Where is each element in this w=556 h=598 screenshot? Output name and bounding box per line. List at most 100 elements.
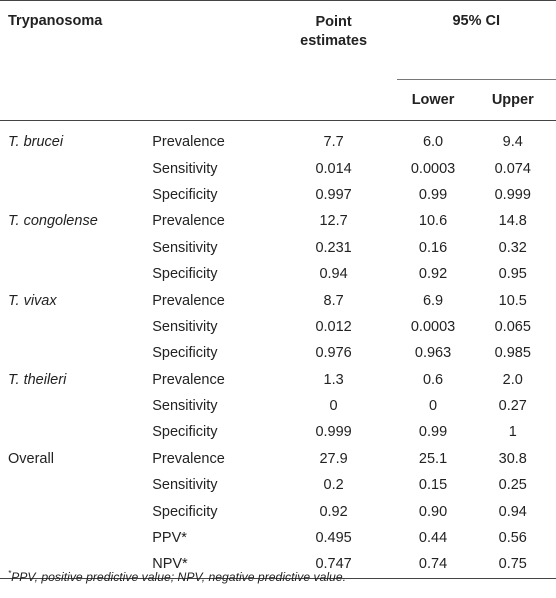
cell-measure: Sensitivity	[152, 239, 218, 256]
cell-point-estimate: 0.94	[319, 266, 348, 283]
cell-upper: 0.94	[498, 503, 527, 520]
cell-trypanosoma	[0, 498, 152, 524]
cell-lower: 0.0003	[410, 160, 456, 177]
cell-lower: 25.1	[418, 450, 448, 467]
cell-measure: Sensitivity	[152, 318, 218, 335]
cell-trypanosoma	[0, 235, 152, 261]
cell-lower: 10.6	[418, 213, 448, 230]
table-row: Sensitivity 0.014 0.0003 0.074	[0, 155, 556, 181]
cell-lower: 0.74	[418, 556, 448, 573]
cell-point-estimate: 0.92	[319, 503, 348, 520]
cell-upper: 0.985	[494, 345, 531, 362]
table-row: Sensitivity 0.012 0.0003 0.065	[0, 314, 556, 340]
cell-upper: 0.074	[494, 160, 531, 177]
table-row: Specificity 0.999 0.99 1	[0, 419, 556, 445]
table-body: T. brucei Prevalence 7.7 6.0 9.4 Sensitivity 0…	[0, 121, 556, 579]
cell-trypanosoma: T. theileri	[8, 371, 67, 388]
cell-point-estimate: 0.231	[315, 239, 352, 256]
cell-trypanosoma: T. congolense	[8, 213, 98, 230]
cell-trypanosoma	[0, 525, 152, 551]
cell-point-estimate: 7.7	[323, 134, 344, 151]
cell-measure: Sensitivity	[152, 160, 218, 177]
table-row: Sensitivity 0 0 0.27	[0, 393, 556, 419]
cell-point-estimate: 0.976	[315, 345, 352, 362]
header-point-line1: Point	[315, 14, 352, 30]
cell-lower: 0.44	[418, 530, 448, 547]
table-row: T. theileri Prevalence 1.3 0.6 2.0	[0, 367, 556, 393]
cell-trypanosoma	[0, 314, 152, 340]
cell-lower: 6.9	[422, 292, 444, 309]
table-row: Specificity 0.92 0.90 0.94	[0, 498, 556, 524]
footnote: *PPV, positive predictive value; NPV, ne…	[8, 569, 346, 584]
cell-trypanosoma: Overall	[8, 450, 54, 467]
cell-upper: 0.065	[494, 318, 531, 335]
cell-upper: 0.25	[498, 477, 527, 494]
table-row: T. congolense Prevalence 12.7 10.6 14.8	[0, 208, 556, 234]
cell-measure: Specificity	[152, 186, 218, 203]
cell-measure: Specificity	[152, 503, 218, 520]
table-row: T. brucei Prevalence 7.7 6.0 9.4	[0, 121, 556, 156]
cell-upper: 30.8	[498, 450, 527, 467]
cell-upper: 0.27	[498, 398, 527, 415]
cell-measure: Specificity	[152, 424, 218, 441]
cell-upper: 14.8	[498, 213, 527, 230]
cell-measure: Sensitivity	[152, 398, 218, 415]
cell-trypanosoma	[0, 182, 152, 208]
cell-measure: Specificity	[152, 266, 218, 283]
cell-measure: Prevalence	[152, 371, 225, 388]
cell-lower: 0	[429, 398, 438, 415]
table-row: PPV* 0.495 0.44 0.56	[0, 525, 556, 551]
cell-point-estimate: 12.7	[319, 213, 348, 230]
table-row: Sensitivity 0.2 0.15 0.25	[0, 472, 556, 498]
cell-lower: 6.0	[422, 134, 444, 151]
header-trypanosoma: Trypanosoma	[8, 13, 103, 29]
cell-measure: NPV*	[152, 556, 188, 573]
cell-point-estimate: 0.014	[315, 160, 352, 177]
cell-lower: 0.16	[418, 239, 448, 256]
cell-trypanosoma	[0, 155, 152, 181]
cell-lower: 0.963	[414, 345, 452, 362]
table-row: T. vivax Prevalence 8.7 6.9 10.5	[0, 287, 556, 313]
table-row: Specificity 0.997 0.99 0.999	[0, 182, 556, 208]
cell-lower: 0.90	[418, 503, 448, 520]
header-measure	[152, 1, 270, 121]
cell-measure: Specificity	[152, 345, 218, 362]
cell-lower: 0.99	[418, 424, 448, 441]
cell-upper: 0.999	[494, 186, 531, 203]
cell-trypanosoma	[0, 261, 152, 287]
table-row: Overall Prevalence 27.9 25.1 30.8	[0, 446, 556, 472]
header-lower: Lower	[396, 79, 470, 121]
cell-lower: 0.6	[422, 371, 444, 388]
cell-point-estimate: 0.997	[315, 186, 352, 203]
cell-trypanosoma: T. brucei	[8, 134, 64, 151]
cell-trypanosoma	[0, 472, 152, 498]
cell-upper: 2.0	[502, 371, 523, 388]
cell-trypanosoma	[0, 393, 152, 419]
cell-upper: 0.75	[498, 556, 527, 573]
cell-measure: Prevalence	[152, 292, 225, 309]
cell-upper: 0.32	[498, 239, 527, 256]
cell-measure: Prevalence	[152, 134, 225, 151]
cell-point-estimate: 0	[329, 398, 338, 415]
table-row: Specificity 0.976 0.963 0.985	[0, 340, 556, 366]
cell-upper: 0.56	[498, 530, 527, 547]
cell-upper: 1	[508, 424, 517, 441]
cell-measure: Prevalence	[152, 450, 225, 467]
cell-point-estimate: 1.3	[323, 371, 344, 388]
cell-trypanosoma	[0, 340, 152, 366]
table-header: Trypanosoma Point estimates 95% CI Lower…	[0, 0, 556, 121]
cell-measure: PPV*	[152, 530, 187, 547]
cell-upper: 0.95	[498, 266, 527, 283]
cell-lower: 0.15	[418, 477, 448, 494]
header-point-estimates: Point estimates	[271, 1, 397, 121]
table-row: Sensitivity 0.231 0.16 0.32	[0, 235, 556, 261]
cell-lower: 0.92	[418, 266, 448, 283]
cell-point-estimate: 0.012	[315, 318, 352, 335]
table-row: NPV* 0.747 0.74 0.75	[0, 551, 556, 579]
results-table: Trypanosoma Point estimates 95% CI Lower…	[0, 0, 556, 579]
cell-lower: 0.0003	[410, 318, 456, 335]
header-95-ci: 95% CI	[452, 13, 501, 29]
header-upper: Upper	[469, 79, 556, 121]
footnote-text: PPV, positive predictive value; NPV, neg…	[11, 570, 346, 585]
